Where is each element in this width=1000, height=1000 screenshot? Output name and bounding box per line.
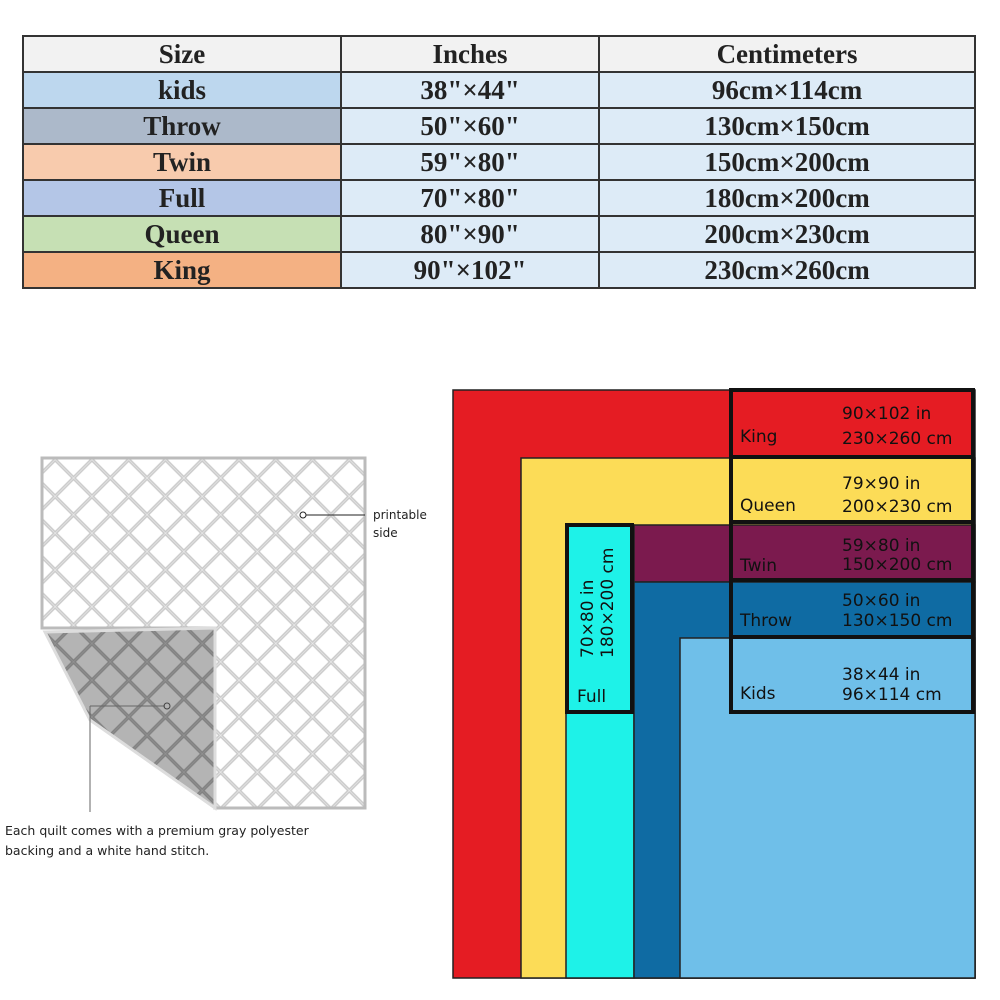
size-name: Queen	[740, 496, 796, 516]
value-cell: 150cm×200cm	[598, 143, 976, 181]
size-cm: 200×230 cm	[842, 497, 952, 517]
size-cell: kids	[22, 71, 342, 109]
size-cell: Full	[22, 179, 342, 217]
size-name: Kids	[740, 684, 776, 704]
size-inches: 59×80 in	[842, 536, 920, 556]
size-cm: 96×114 cm	[842, 685, 942, 705]
value-cell: 180cm×200cm	[598, 179, 976, 217]
size-cm: 130×150 cm	[842, 611, 952, 631]
value-cell: 130cm×150cm	[598, 107, 976, 145]
value-cell: 90"×102"	[339, 251, 601, 289]
size-cm: 150×200 cm	[842, 555, 952, 575]
size-name: Twin	[739, 556, 777, 576]
quilt-label: side	[373, 526, 398, 540]
size-cell: Queen	[22, 215, 342, 253]
header-cell: Size	[22, 35, 342, 73]
header-cell: Centimeters	[598, 35, 976, 73]
value-cell: 230cm×260cm	[598, 251, 976, 289]
size-cell: Twin	[22, 143, 342, 181]
table-row: kids 38"×44" 96cm×114cm	[22, 71, 976, 109]
size-cell: King	[22, 251, 342, 289]
header-cell: Inches	[339, 35, 601, 73]
header-row: Size Inches Centimeters	[22, 35, 976, 73]
value-cell: 80"×90"	[339, 215, 601, 253]
size-name: Throw	[739, 611, 792, 631]
size-name: Full	[577, 687, 606, 707]
table-row: Full 70"×80" 180cm×200cm	[22, 179, 976, 217]
size-diagram: King 90×102 in 230×260 cm Queen 79×90 in 200×…	[452, 388, 976, 979]
value-cell: 38"×44"	[339, 71, 601, 109]
table-row: Throw 50"×60" 130cm×150cm	[22, 107, 976, 145]
size-cm: 180×200 cm	[598, 548, 618, 658]
size-table: Size Inches Centimeters kids 38"×44" 96cm×…	[22, 35, 976, 289]
size-cm: 230×260 cm	[842, 429, 952, 449]
value-cell: 50"×60"	[339, 107, 601, 145]
size-name: King	[740, 427, 777, 447]
size-cell: Throw	[22, 107, 342, 145]
value-cell: 70"×80"	[339, 179, 601, 217]
size-inches: 79×90 in	[842, 474, 920, 494]
size-inches: 70×80 in	[578, 580, 598, 658]
size-inches: 50×60 in	[842, 591, 920, 611]
size-inches: 90×102 in	[842, 404, 931, 424]
quilt-label: printable	[373, 508, 427, 522]
quilt-caption: Each quilt comes with a premium gray pol…	[5, 823, 310, 838]
size-inches: 38×44 in	[842, 665, 920, 685]
value-cell: 200cm×230cm	[598, 215, 976, 253]
table-row: Queen 80"×90" 200cm×230cm	[22, 215, 976, 253]
value-cell: 96cm×114cm	[598, 71, 976, 109]
quilt-caption: backing and a white hand stitch.	[5, 843, 209, 858]
value-cell: 59"×80"	[339, 143, 601, 181]
quilt-illustration	[40, 456, 367, 812]
table-row: King 90"×102" 230cm×260cm	[22, 251, 976, 289]
table-row: Twin 59"×80" 150cm×200cm	[22, 143, 976, 181]
